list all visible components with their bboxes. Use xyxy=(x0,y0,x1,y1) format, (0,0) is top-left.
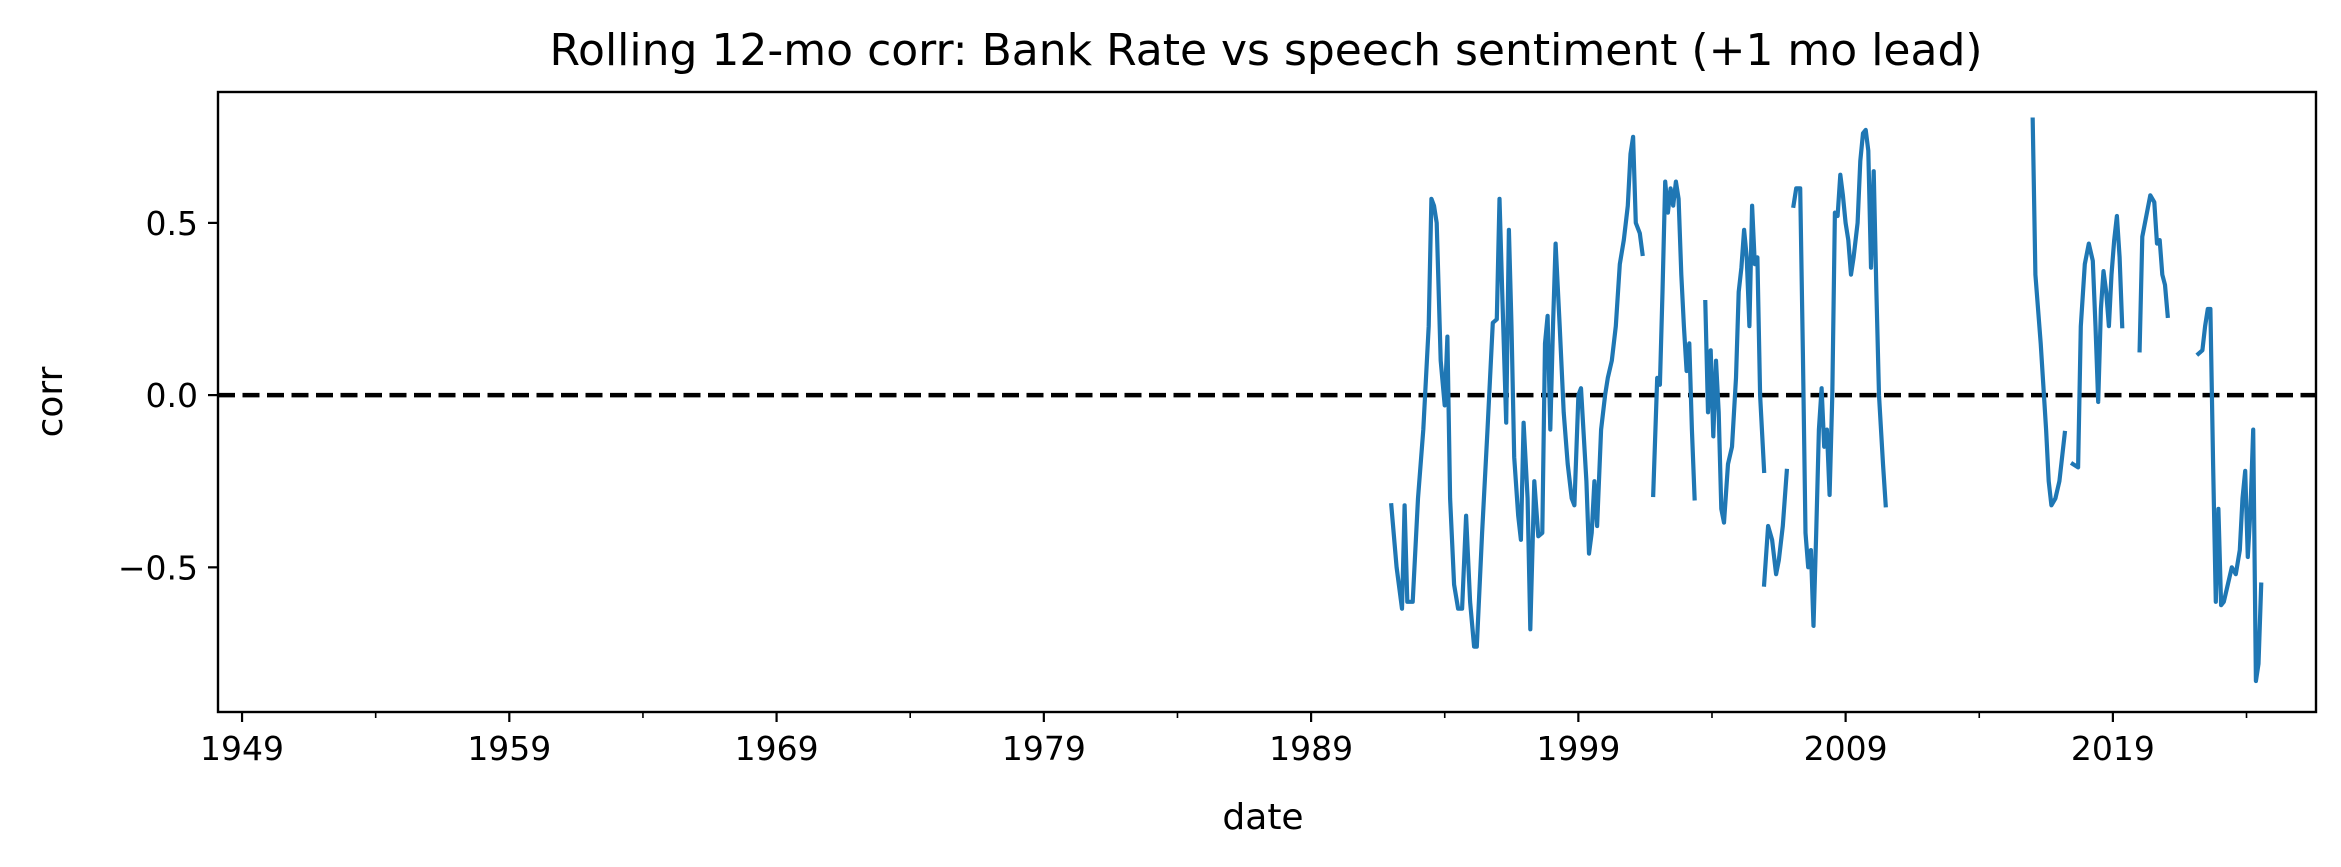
y-tick-label: 0.5 xyxy=(146,204,198,243)
x-tick-label: 1959 xyxy=(467,729,551,768)
series-line-segment xyxy=(1651,179,1697,501)
y-axis-label: corr xyxy=(30,366,71,437)
series-line-segment xyxy=(1389,134,1645,649)
chart-title: Rolling 12-mo corr: Bank Rate vs speech … xyxy=(549,25,1982,76)
series-line-segment xyxy=(1791,127,1888,629)
x-tick-label: 1949 xyxy=(200,729,284,768)
x-tick-label: 1999 xyxy=(1536,729,1620,768)
y-tick-label: 0.0 xyxy=(146,376,198,415)
x-tick-label: 1979 xyxy=(1002,729,1086,768)
series-line-segment xyxy=(2069,213,2125,470)
x-tick-label: 1989 xyxy=(1269,729,1353,768)
x-tick-label: 2009 xyxy=(1804,729,1888,768)
x-axis-label: date xyxy=(1222,797,1303,838)
plot-area-frame xyxy=(216,90,2318,714)
y-tick-label: −0.5 xyxy=(118,548,198,587)
x-tick-label: 2019 xyxy=(2071,729,2155,768)
series-line-segment xyxy=(2195,306,2264,684)
series-line-segment xyxy=(2030,117,2068,508)
x-tick-label: 1969 xyxy=(735,729,819,768)
series-line-segment xyxy=(1703,203,1767,525)
series-line-segment xyxy=(1761,468,1790,587)
series-line-segment xyxy=(2137,193,2170,353)
